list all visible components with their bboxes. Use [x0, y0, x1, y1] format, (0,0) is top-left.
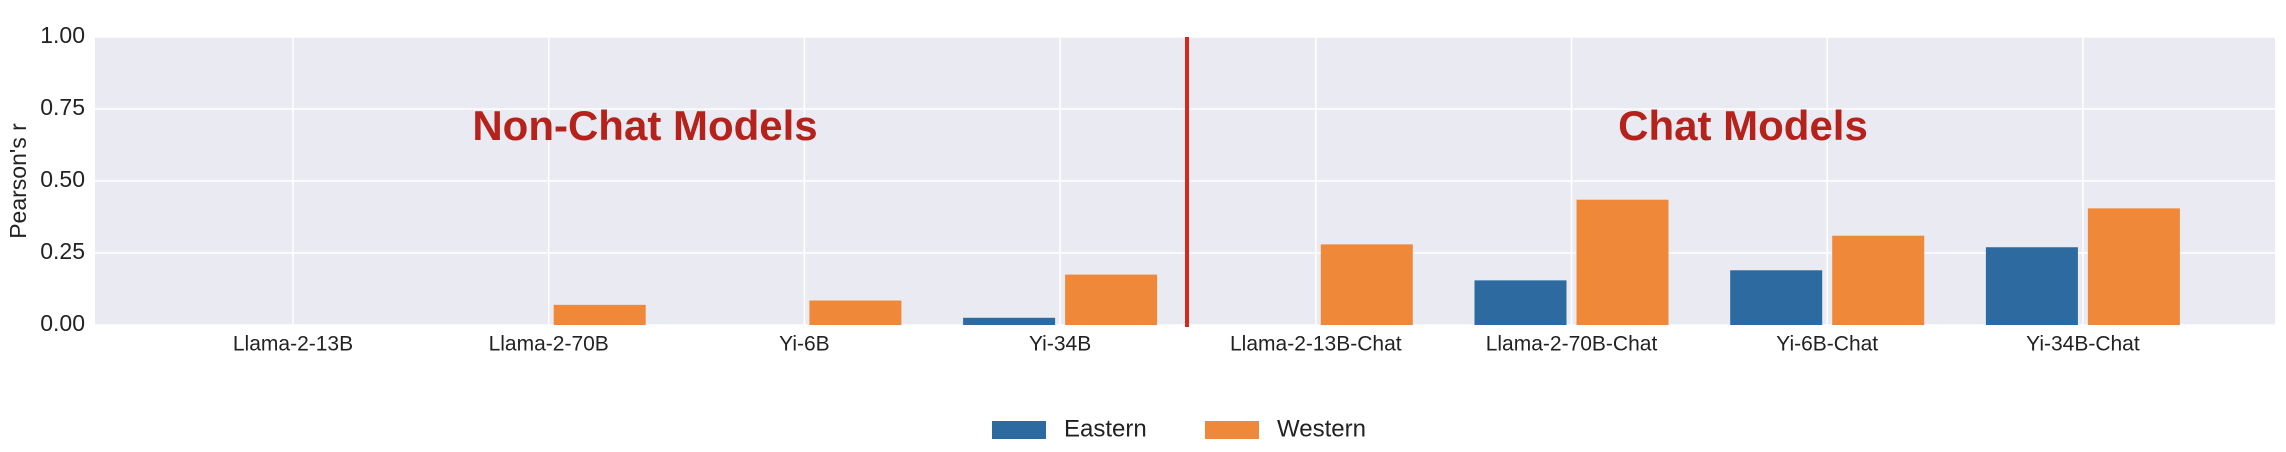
y-tick-label: 0.00 [40, 310, 85, 336]
x-tick-label: Yi-6B [779, 333, 830, 356]
bar [1474, 280, 1567, 325]
x-tick-label: Llama-2-13B [233, 333, 353, 356]
bar [1832, 235, 1925, 325]
y-tick-label: 0.25 [40, 238, 85, 264]
legend-swatch [992, 421, 1046, 439]
y-axis-label: Pearson's r [5, 123, 31, 239]
y-tick-label: 0.50 [40, 166, 85, 192]
x-tick-label: Llama-2-13B-Chat [1230, 333, 1402, 356]
y-tick-label: 1.00 [40, 22, 85, 48]
bar [553, 304, 646, 325]
legend-label: Eastern [1064, 415, 1147, 442]
bar [963, 317, 1056, 325]
x-tick-label: Yi-34B [1029, 333, 1091, 356]
x-tick-label: Yi-6B-Chat [1776, 333, 1878, 356]
bar [1576, 199, 1669, 325]
y-tick-label: 0.75 [40, 94, 85, 120]
annotation: Non-Chat Models [472, 102, 817, 149]
bars [553, 199, 2180, 325]
bar [1320, 244, 1413, 325]
bar [1065, 274, 1158, 325]
legend-swatch [1205, 421, 1259, 439]
x-tick-label: Yi-34B-Chat [2026, 333, 2140, 356]
bar [809, 300, 902, 325]
annotation: Chat Models [1618, 102, 1868, 149]
x-tick-label: Llama-2-70B-Chat [1486, 333, 1658, 356]
bar [1985, 247, 2078, 325]
bar [1730, 270, 1823, 325]
legend-label: Western [1277, 415, 1366, 442]
bar [2087, 208, 2180, 325]
x-tick-label: Llama-2-70B [489, 333, 609, 356]
